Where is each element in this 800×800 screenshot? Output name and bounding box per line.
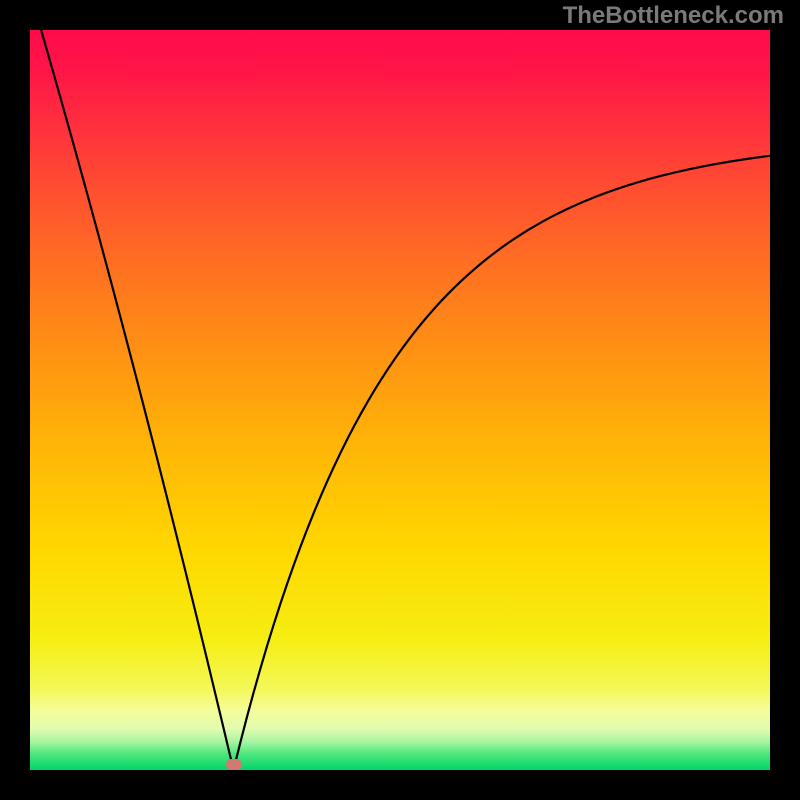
optimal-point-marker bbox=[226, 759, 242, 770]
chart-plot-area bbox=[30, 30, 770, 770]
watermark-text: TheBottleneck.com bbox=[563, 2, 784, 30]
bottleneck-curve bbox=[30, 30, 770, 770]
